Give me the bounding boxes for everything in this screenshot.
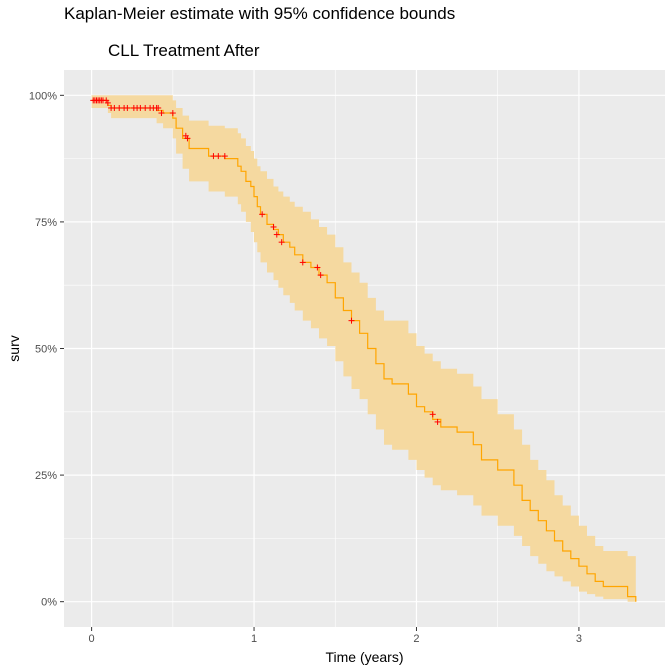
censor-mark [169,110,176,117]
censor-mark [429,411,436,418]
x-axis-title: Time (years) [325,649,403,665]
chart-title: Kaplan-Meier estimate with 95% confidenc… [64,4,456,23]
censor-mark [155,104,162,111]
y-axis-ticks: 0% 25% 50% 75% 100% [29,90,64,609]
x-tick-label: 3 [576,633,582,645]
y-axis-title: surv [6,335,22,361]
censor-mark [104,99,111,106]
censor-mark [270,223,277,230]
censor-mark [124,104,131,111]
y-tick-label: 50% [35,344,57,356]
censor-mark [259,211,266,218]
chart-subtitle: CLL Treatment After [108,41,260,60]
censor-mark [317,272,324,279]
y-tick-label: 25% [35,470,57,482]
censor-mark [221,153,228,160]
x-tick-label: 1 [251,633,257,645]
x-tick-label: 2 [413,633,419,645]
censor-mark [434,418,441,425]
censor-marks [90,97,441,425]
y-tick-label: 100% [29,90,57,102]
censor-mark [184,135,191,142]
censor-mark [314,264,321,271]
x-axis-ticks: 0 1 2 3 [89,627,582,645]
censor-mark [278,239,285,246]
confidence-band [91,95,636,602]
censor-mark [158,110,165,117]
censor-mark [299,259,306,266]
censor-mark [215,153,222,160]
x-tick-label: 0 [89,633,95,645]
censor-mark [273,231,280,238]
y-tick-label: 75% [35,217,57,229]
y-tick-label: 0% [41,597,57,609]
censor-mark [348,317,355,324]
